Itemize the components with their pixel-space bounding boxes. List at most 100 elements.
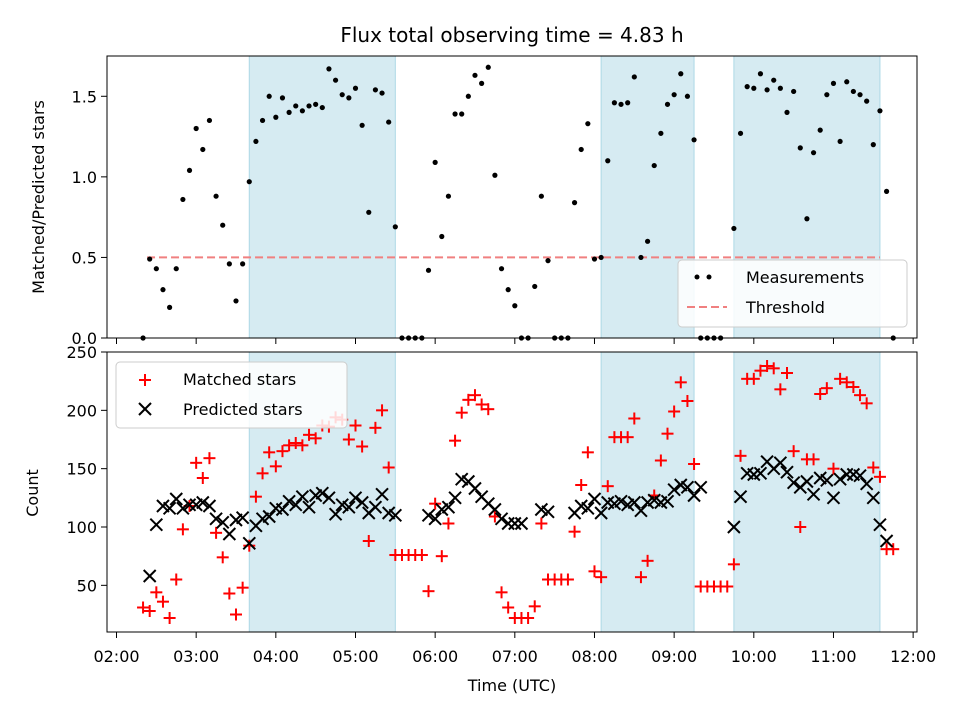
legend-marker-matched [139,374,151,386]
matched-star-point [415,549,428,561]
matched-star-point [422,585,435,598]
predicted-star-point [508,516,522,531]
matched-star-point [575,479,588,491]
matched-star-point [269,460,282,473]
measurement-point [571,200,578,206]
measurement-point [306,103,312,109]
legend-label-threshold: Threshold [745,298,825,317]
measurement-point [253,138,259,145]
predicted-star-point [853,468,867,483]
predicted-star-point [322,491,336,505]
matched-star-point [495,586,508,599]
predicted-star-point [687,488,701,503]
measurement-point [352,85,359,91]
predicted-stars-series [142,454,894,583]
bottom-panel: 50 100 150 200 250 02:00 03:00 04:00 05:00 06:00… [23,343,936,695]
measurement-point [392,224,398,230]
matched-star-point [216,551,229,564]
predicted-star-point [494,512,509,526]
x-tick-label: 02:00 [93,647,139,666]
matched-star-point [727,558,740,571]
matched-star-point [356,440,369,453]
matched-star-point [767,362,780,375]
matched-star-point [475,398,488,411]
bottom-panel-frame [106,351,918,633]
predicted-star-point [634,503,648,518]
legend-marker-predicted [138,402,152,416]
matched-star-point [807,453,820,466]
measurement-point [339,92,345,98]
matched-star-point [754,364,767,377]
measurement-point [279,95,286,101]
y-tick-label: 50 [77,576,97,595]
top-x-axis-ticks [116,338,914,344]
matched-star-point [840,376,853,389]
matched-star-point [674,376,687,389]
measurement-point [273,114,279,120]
measurement-point [319,104,325,111]
predicted-star-point [375,487,389,502]
measurement-point [737,130,744,136]
predicted-star-point [302,500,316,514]
measurement-point [512,303,518,309]
measurement-point [332,77,339,83]
y-tick-label: 250 [66,343,97,362]
x-tick-label: 06:00 [412,647,458,666]
predicted-star-point [282,494,296,509]
top-y-axis-ticks: 0.0 0.5 1.0 1.5 [72,87,107,348]
measurement-point [538,193,544,199]
matched-star-point [820,382,833,395]
measurement-point [791,88,797,95]
predicted-star-point [441,500,456,514]
measurement-point [598,254,604,261]
top-panel: 0.0 0.5 1.0 1.5 Matched/Predicted stars Mea… [29,55,918,348]
top-legend-box [677,259,908,328]
measurement-point [545,258,551,264]
measurement-point [605,158,611,164]
measurement-point [585,121,591,127]
measurement-point [479,80,485,86]
matched-star-point [834,372,847,385]
matched-star-point [595,571,608,584]
measurement-point [147,256,153,262]
measurement-point [817,127,823,133]
matched-star-point [668,405,681,418]
matched-star-point [568,525,581,538]
measurement-point [246,179,252,185]
predicted-star-point [587,492,602,506]
x-tick-label: 10:00 [731,647,777,666]
predicted-star-point [488,502,502,517]
matched-star-point [276,445,289,458]
predicted-star-point [428,512,442,526]
matched-star-point [761,360,774,372]
measurement-point [850,88,856,95]
predicted-star-point [216,515,230,530]
matched-star-point [229,608,242,621]
predicted-star-point [826,491,841,505]
measurement-point [824,92,830,98]
top-legend[interactable]: Measurements Threshold [677,259,908,328]
predicted-star-point [388,508,403,523]
predicted-star-point [421,508,436,523]
matched-star-point [787,445,800,458]
x-tick-label: 03:00 [173,647,219,666]
measurement-point [625,100,631,106]
matched-star-point [634,571,647,584]
measurement-point [379,90,385,96]
matched-star-point [654,454,667,467]
measurement-point [857,92,863,98]
measurement-point [439,233,445,240]
measurements-series [140,64,896,341]
measurement-point [870,142,876,148]
predicted-star-point [448,491,462,505]
legend-marker-measurements [694,274,712,280]
predicted-star-point [773,456,788,470]
bottom-legend[interactable]: Matched stars Predicted stars [115,361,348,429]
measurement-point [751,85,757,91]
predicted-star-point [833,472,847,486]
shaded-interval-2 [600,351,695,633]
predicted-star-point [468,481,482,496]
x-tick-label: 04:00 [253,647,299,666]
predicted-star-point [328,507,343,521]
